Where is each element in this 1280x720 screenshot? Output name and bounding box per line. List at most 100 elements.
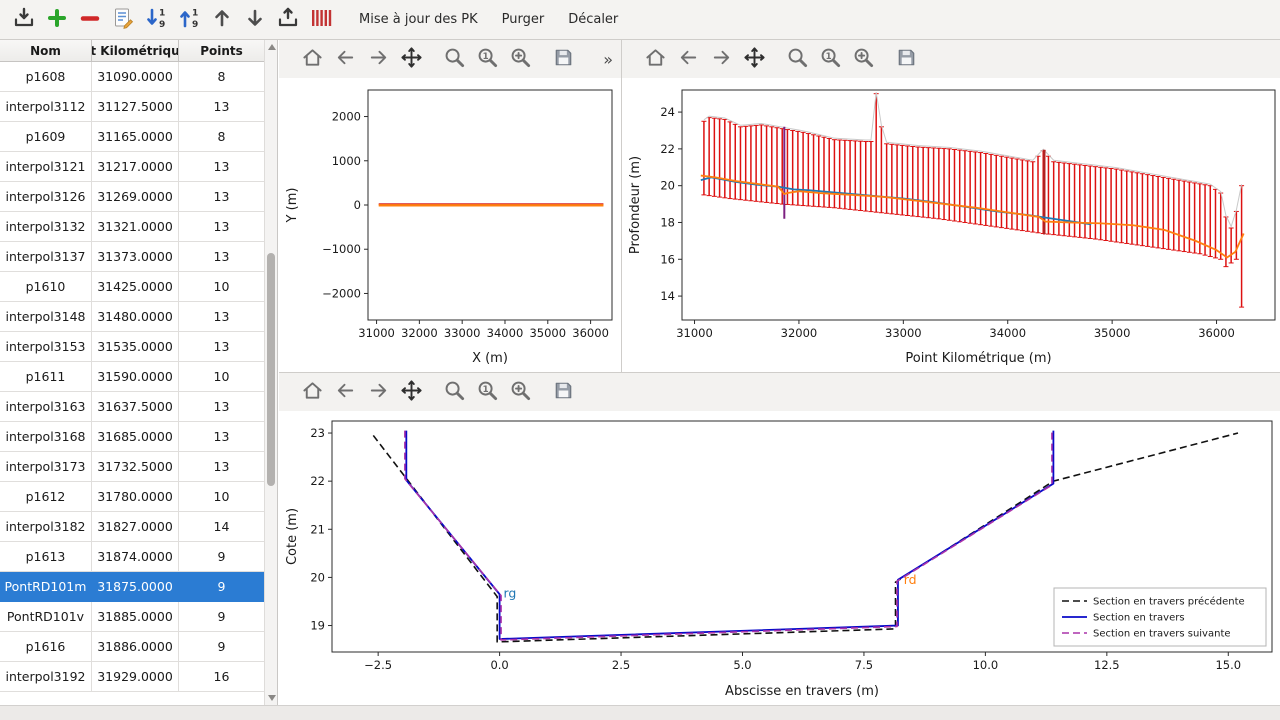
svg-text:−2.5: −2.5 [364, 658, 392, 672]
svg-text:7.5: 7.5 [855, 658, 873, 672]
zoom-rect-button[interactable] [784, 46, 810, 72]
forward-button[interactable] [365, 379, 391, 405]
menu-purger[interactable]: Purger [492, 7, 555, 32]
table-row[interactable]: interpol3126 31269.0000 13 [0, 182, 265, 212]
scrollbar-thumb[interactable] [267, 252, 275, 486]
zoom-in-button[interactable] [850, 46, 876, 72]
home-button[interactable] [299, 46, 325, 72]
figure-xy[interactable]: 31000 32000 33000 34000 35000 36000 −2000 −1000… [279, 78, 621, 372]
pk-sections-button[interactable] [307, 6, 335, 34]
cell-points: 13 [179, 92, 265, 122]
save-button[interactable] [550, 46, 576, 72]
zoom-in-button[interactable] [507, 379, 533, 405]
zoom-one-button[interactable]: 1 [474, 46, 500, 72]
home-button[interactable] [642, 46, 668, 72]
add-icon [45, 6, 69, 33]
svg-text:rg: rg [503, 586, 516, 601]
figure-profondeur[interactable]: 31000 32000 33000 34000 35000 36000 14 16 18 20 22… [622, 78, 1280, 372]
export-button[interactable] [274, 6, 302, 34]
cell-pk: 31685.0000 [92, 422, 179, 452]
back-button[interactable] [332, 46, 358, 72]
svg-text:1: 1 [192, 9, 198, 19]
figure-travers[interactable]: −2.5 0.0 2.5 5.0 7.5 10.0 12.5 15.0 19 20 21 22 23 Ab… [279, 411, 1280, 705]
move-down-button[interactable] [241, 6, 269, 34]
cell-nom: p1608 [0, 62, 92, 92]
table-row[interactable]: interpol3173 31732.5000 13 [0, 452, 265, 482]
cell-pk: 31165.0000 [92, 122, 179, 152]
cell-points: 13 [179, 332, 265, 362]
svg-text:1: 1 [482, 52, 488, 62]
svg-text:0.0: 0.0 [490, 658, 508, 672]
cell-nom: p1611 [0, 362, 92, 392]
cell-nom: interpol3163 [0, 392, 92, 422]
table-row[interactable]: interpol3132 31321.0000 13 [0, 212, 265, 242]
svg-text:32000: 32000 [781, 326, 818, 340]
svg-text:20: 20 [310, 570, 325, 584]
add-button[interactable] [43, 6, 71, 34]
pan-button[interactable] [741, 46, 767, 72]
table-row[interactable]: interpol3182 31827.0000 14 [0, 512, 265, 542]
back-button[interactable] [332, 379, 358, 405]
back-icon [334, 379, 357, 405]
cell-points: 13 [179, 422, 265, 452]
menu-decaler[interactable]: Décaler [558, 7, 628, 32]
back-button[interactable] [675, 46, 701, 72]
scroll-down-icon[interactable] [267, 695, 276, 701]
zoom-one-button[interactable]: 1 [817, 46, 843, 72]
table-row[interactable]: interpol3137 31373.0000 13 [0, 242, 265, 272]
table-scrollbar[interactable] [264, 40, 277, 705]
table-row[interactable]: interpol3192 31929.0000 16 [0, 662, 265, 692]
home-button[interactable] [299, 379, 325, 405]
table-row[interactable]: interpol3112 31127.5000 13 [0, 92, 265, 122]
toolbar-overflow-button[interactable]: » [603, 49, 613, 69]
save-button[interactable] [893, 46, 919, 72]
table-row[interactable]: PontRD101v 31885.0000 9 [0, 602, 265, 632]
move-up-button[interactable] [208, 6, 236, 34]
save-button[interactable] [550, 379, 576, 405]
scroll-up-icon[interactable] [267, 44, 276, 50]
zoom-rect-button[interactable] [441, 46, 467, 72]
pan-button[interactable] [398, 379, 424, 405]
table-row[interactable]: PontRD101m 31875.0000 9 [0, 572, 265, 602]
arrow-up-icon [210, 6, 234, 33]
pan-button[interactable] [398, 46, 424, 72]
zoom-one-button[interactable]: 1 [474, 379, 500, 405]
table-row[interactable]: p1611 31590.0000 10 [0, 362, 265, 392]
table-row[interactable]: interpol3153 31535.0000 13 [0, 332, 265, 362]
cell-nom: p1612 [0, 482, 92, 512]
table-row[interactable]: interpol3163 31637.5000 13 [0, 392, 265, 422]
forward-icon [710, 46, 733, 72]
cell-pk: 31875.0000 [92, 572, 179, 602]
table-row[interactable]: interpol3121 31217.0000 13 [0, 152, 265, 182]
remove-button[interactable] [76, 6, 104, 34]
table-row[interactable]: p1608 31090.0000 8 [0, 62, 265, 92]
plot-toolbar-travers: 1 [279, 373, 1280, 411]
edit-icon [111, 6, 135, 33]
table-row[interactable]: interpol3168 31685.0000 13 [0, 422, 265, 452]
cell-nom: PontRD101m [0, 572, 92, 602]
cell-nom: interpol3132 [0, 212, 92, 242]
table-row[interactable]: p1612 31780.0000 10 [0, 482, 265, 512]
menu-mise-a-jour-des-pk[interactable]: Mise à jour des PK [349, 7, 488, 32]
column-header-pk[interactable]: t Kilométriqu [92, 40, 179, 61]
cell-points: 10 [179, 362, 265, 392]
edit-button[interactable] [109, 6, 137, 34]
zoom-rect-button[interactable] [441, 379, 467, 405]
table-row[interactable]: p1613 31874.0000 9 [0, 542, 265, 572]
table-row[interactable]: interpol3148 31480.0000 13 [0, 302, 265, 332]
column-header-nom[interactable]: Nom [0, 40, 92, 61]
back-icon [677, 46, 700, 72]
forward-button[interactable] [708, 46, 734, 72]
column-header-points[interactable]: Points [179, 40, 265, 61]
cell-nom: interpol3182 [0, 512, 92, 542]
import-button[interactable] [10, 6, 38, 34]
table-row[interactable]: p1610 31425.0000 10 [0, 272, 265, 302]
table-row[interactable]: p1609 31165.0000 8 [0, 122, 265, 152]
table-row[interactable]: p1616 31886.0000 9 [0, 632, 265, 662]
zoom-in-button[interactable] [507, 46, 533, 72]
cell-pk: 31590.0000 [92, 362, 179, 392]
forward-button[interactable] [365, 46, 391, 72]
